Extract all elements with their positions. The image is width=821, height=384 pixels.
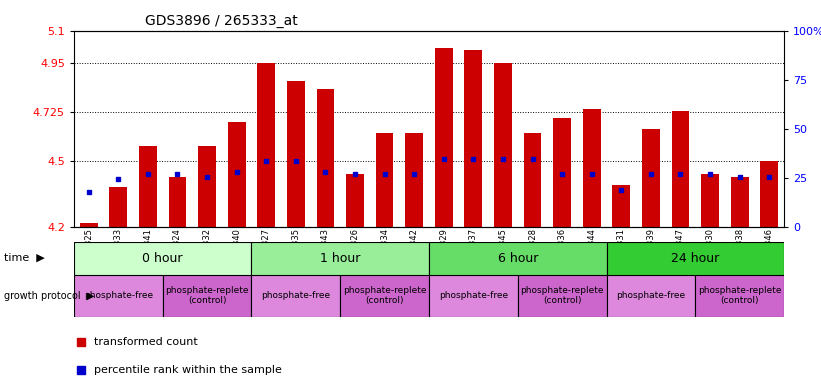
- Bar: [198, 146, 216, 227]
- Bar: [607, 242, 784, 275]
- Bar: [524, 133, 541, 227]
- Bar: [760, 161, 778, 227]
- Bar: [109, 187, 127, 227]
- Text: 24 hour: 24 hour: [671, 252, 719, 265]
- Bar: [317, 89, 334, 227]
- Bar: [376, 133, 393, 227]
- Bar: [168, 177, 186, 227]
- Bar: [257, 63, 275, 227]
- Bar: [607, 275, 695, 317]
- Text: percentile rank within the sample: percentile rank within the sample: [94, 365, 282, 375]
- Bar: [701, 174, 719, 227]
- Bar: [287, 81, 305, 227]
- Bar: [518, 275, 607, 317]
- Bar: [465, 50, 482, 227]
- Text: growth protocol  ▶: growth protocol ▶: [4, 291, 94, 301]
- Text: phosphate-replete
(control): phosphate-replete (control): [698, 286, 782, 305]
- Text: 0 hour: 0 hour: [142, 252, 183, 265]
- Bar: [251, 242, 429, 275]
- Bar: [642, 129, 660, 227]
- Bar: [612, 185, 631, 227]
- Bar: [583, 109, 601, 227]
- Text: time  ▶: time ▶: [4, 253, 45, 263]
- Bar: [731, 177, 749, 227]
- Bar: [429, 242, 607, 275]
- Bar: [74, 242, 251, 275]
- Bar: [494, 63, 511, 227]
- Bar: [346, 174, 364, 227]
- Text: 1 hour: 1 hour: [320, 252, 360, 265]
- Text: phosphate-free: phosphate-free: [438, 291, 508, 300]
- Text: phosphate-replete
(control): phosphate-replete (control): [343, 286, 426, 305]
- Bar: [435, 48, 452, 227]
- Bar: [139, 146, 157, 227]
- Bar: [227, 122, 245, 227]
- Text: phosphate-replete
(control): phosphate-replete (control): [165, 286, 249, 305]
- Bar: [163, 275, 251, 317]
- Bar: [429, 275, 518, 317]
- Text: transformed count: transformed count: [94, 337, 198, 347]
- Bar: [340, 275, 429, 317]
- Text: phosphate-free: phosphate-free: [84, 291, 153, 300]
- Bar: [406, 133, 423, 227]
- Bar: [74, 275, 163, 317]
- Bar: [695, 275, 784, 317]
- Text: phosphate-free: phosphate-free: [261, 291, 330, 300]
- Bar: [80, 223, 98, 227]
- Text: GDS3896 / 265333_at: GDS3896 / 265333_at: [145, 14, 298, 28]
- Bar: [251, 275, 340, 317]
- Bar: [553, 118, 571, 227]
- Bar: [672, 111, 690, 227]
- Text: 6 hour: 6 hour: [498, 252, 538, 265]
- Text: phosphate-free: phosphate-free: [617, 291, 686, 300]
- Text: phosphate-replete
(control): phosphate-replete (control): [521, 286, 604, 305]
